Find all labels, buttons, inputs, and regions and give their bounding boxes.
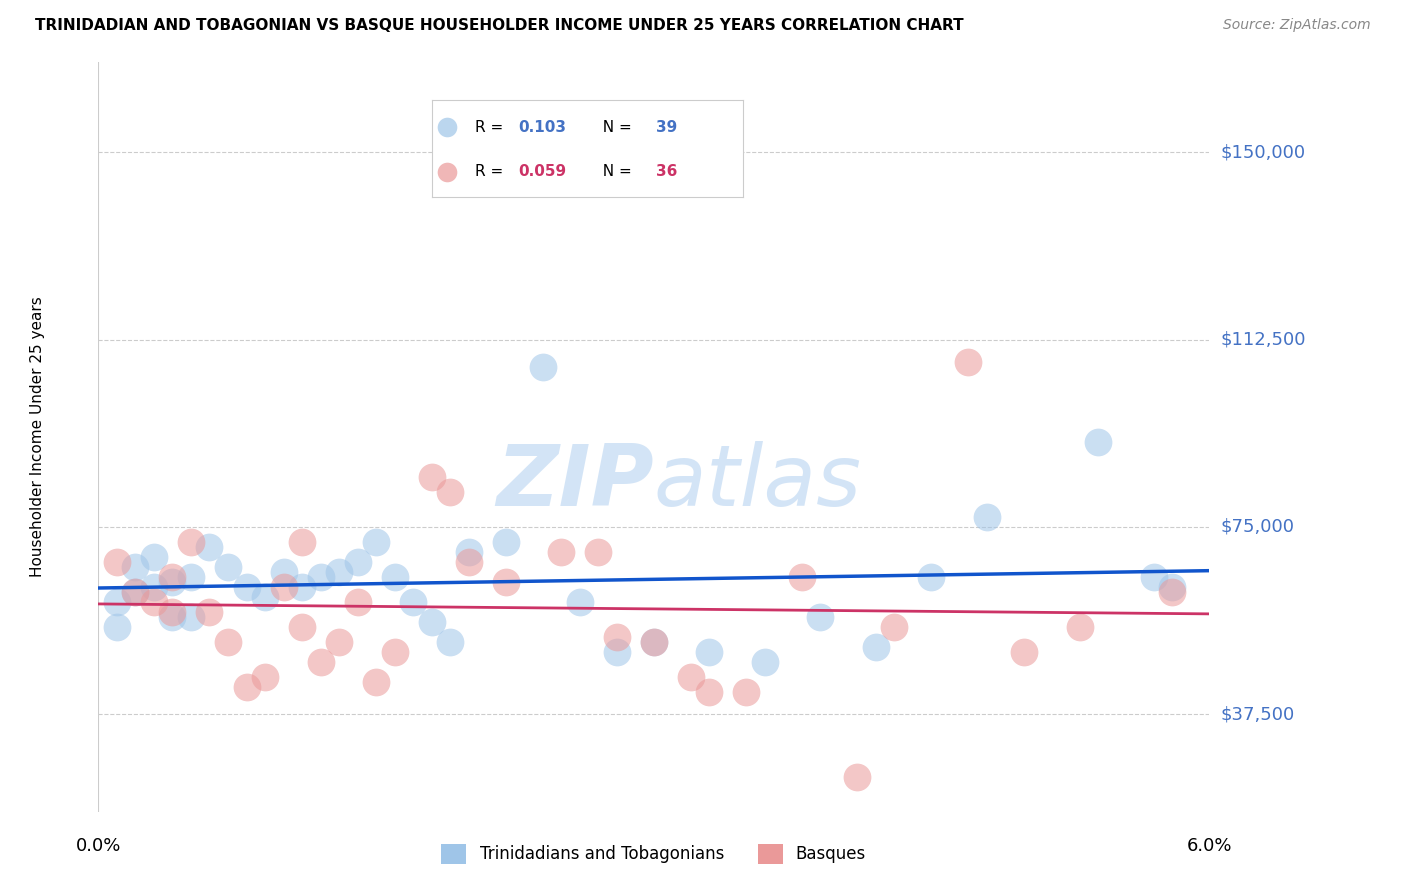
Point (439, 485, 461, 500)
Point (143, 549, 166, 564)
Point (1161, 585, 1184, 599)
Point (1161, 580, 1184, 594)
Point (217, 560, 239, 574)
Point (291, 535, 314, 549)
Point (754, 655, 776, 669)
Text: $150,000: $150,000 (1220, 144, 1305, 161)
Point (439, 635, 461, 649)
Point (254, 670, 277, 684)
Text: R =: R = (475, 164, 509, 179)
Point (291, 580, 314, 594)
Text: $37,500: $37,500 (1220, 706, 1295, 723)
Point (699, 645, 721, 659)
Text: 0.059: 0.059 (519, 164, 567, 179)
Point (790, 570, 813, 584)
Point (105, 620, 128, 634)
Point (309, 570, 332, 584)
Text: TRINIDADIAN AND TOBAGONIAN VS BASQUE HOUSEHOLDER INCOME UNDER 25 YEARS CORRELATI: TRINIDADIAN AND TOBAGONIAN VS BASQUE HOU… (35, 18, 963, 33)
Point (180, 570, 202, 584)
Point (606, 645, 628, 659)
Text: ZIP: ZIP (496, 441, 654, 524)
Point (588, 545, 610, 559)
Text: 0.0%: 0.0% (76, 837, 121, 855)
Point (1012, 645, 1035, 659)
Point (105, 555, 128, 569)
Point (217, 635, 239, 649)
Point (346, 595, 368, 609)
Text: $112,500: $112,500 (1220, 331, 1306, 349)
Point (643, 635, 665, 649)
Text: 6.0%: 6.0% (1187, 837, 1232, 855)
Point (550, 545, 572, 559)
Point (328, 565, 350, 579)
Point (699, 685, 721, 699)
Point (254, 590, 277, 604)
Text: atlas: atlas (654, 441, 862, 524)
Point (531, 360, 554, 375)
Text: Householder Income Under 25 years: Householder Income Under 25 years (30, 297, 45, 577)
Point (384, 570, 406, 584)
Point (457, 545, 479, 559)
Point (921, 570, 943, 584)
Point (346, 555, 368, 569)
Point (162, 605, 184, 619)
Point (679, 670, 702, 684)
Point (235, 680, 257, 694)
Point (643, 635, 665, 649)
Point (846, 770, 869, 784)
Point (865, 640, 887, 654)
Text: R =: R = (475, 120, 509, 135)
Point (162, 610, 184, 624)
Text: Source: ZipAtlas.com: Source: ZipAtlas.com (1223, 18, 1371, 32)
Point (420, 615, 443, 629)
Point (180, 535, 202, 549)
Point (495, 535, 517, 549)
Text: N =: N = (593, 120, 637, 135)
Point (273, 565, 295, 579)
Point (384, 645, 406, 659)
Point (1069, 620, 1091, 634)
Point (291, 620, 314, 634)
Text: 36: 36 (655, 164, 676, 179)
Point (735, 685, 758, 699)
Point (568, 595, 591, 609)
Point (309, 655, 332, 669)
Point (1143, 570, 1166, 584)
Point (105, 595, 128, 609)
Point (402, 595, 425, 609)
Point (198, 605, 221, 619)
Point (235, 580, 257, 594)
Text: 39: 39 (655, 120, 676, 135)
Text: 0.103: 0.103 (519, 120, 567, 135)
Point (162, 570, 184, 584)
Point (810, 610, 832, 624)
Point (198, 540, 221, 554)
Point (124, 585, 146, 599)
Point (495, 574, 517, 589)
Point (328, 635, 350, 649)
Legend: Trinidadians and Tobagonians, Basques: Trinidadians and Tobagonians, Basques (434, 838, 873, 871)
Point (143, 595, 166, 609)
Point (420, 470, 443, 484)
Point (124, 585, 146, 599)
Point (457, 555, 479, 569)
Point (976, 510, 998, 524)
Point (124, 560, 146, 574)
Point (180, 610, 202, 624)
Point (1087, 435, 1109, 450)
Point (883, 620, 905, 634)
Point (162, 574, 184, 589)
Text: $75,000: $75,000 (1220, 518, 1295, 536)
Point (606, 630, 628, 644)
Point (143, 580, 166, 594)
Text: N =: N = (593, 164, 637, 179)
Point (366, 535, 388, 549)
Point (273, 580, 295, 594)
Point (366, 674, 388, 689)
Point (957, 355, 980, 369)
